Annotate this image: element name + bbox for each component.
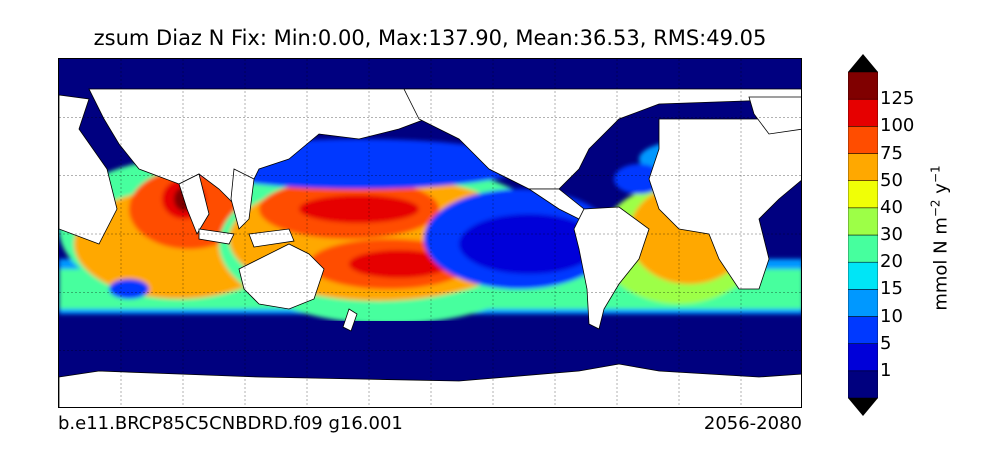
colorbar-tick-20: 20 [880,251,903,273]
colorbar-tick-100: 100 [880,115,915,137]
colorbar-segment-2 [848,316,878,344]
landmass-12 [748,96,801,135]
colorbar-tick-1: 1 [880,359,892,381]
colorbar-tick-15: 15 [880,278,903,300]
colorbar-segment-4 [848,261,878,290]
landmass-11 [648,118,801,290]
colorbar-tick-30: 30 [880,224,903,245]
colorbar-tick-50: 50 [880,169,903,191]
landmass-6 [238,243,325,310]
field-contour-20 [109,279,149,299]
colorbar [848,54,878,416]
colorbar-segment-1 [848,343,878,372]
colorbar-segment-9 [848,126,878,154]
landmass-8 [403,88,801,190]
case-name: b.e11.BRCP85C5CNBDRD.f09 g16.001 [58,413,403,434]
colorbar-segment-0 [848,370,878,399]
field-contour-11 [299,195,419,223]
colorbar-segment-11 [848,71,878,100]
unit-exponent-1: −2 [928,199,943,218]
colorbar-segment-3 [848,289,878,317]
colorbar-tick-10: 10 [880,305,903,327]
colorbar-under-arrow [848,398,878,416]
date-range: 2056-2080 [703,413,802,434]
colorbar-segment-10 [848,98,878,127]
colorbar-over-arrow [848,54,878,72]
field-contour-15 [459,214,599,274]
landmass-0 [59,94,118,245]
unit-exponent-2: −1 [928,165,943,184]
colorbar-segment-7 [848,180,878,209]
landmass-4 [198,228,235,245]
graticule [59,59,801,407]
landmass-10 [573,206,650,330]
colorbar-segment-5 [848,234,878,263]
unit-base: mmol N m [930,217,952,311]
field-contour-12 [349,250,449,278]
landmass-13 [59,363,801,407]
unit-time: y [930,183,952,200]
landmass-3 [230,168,255,230]
landmass-7 [342,308,358,332]
colorbar-tick-40: 40 [880,196,903,218]
colorbar-tick-5: 5 [880,332,892,354]
colorbar-segment-6 [848,207,878,236]
colorbar-unit-label: mmol N m−2 y−1 [929,165,952,310]
map-title: zsum Diaz N Fix: Min:0.00, Max:137.90, M… [93,26,767,50]
landmass-5 [248,228,295,248]
land-masses [59,88,801,407]
colorbar-tick-75: 75 [880,142,903,164]
global-ocean-map [59,59,801,407]
colorbar-tick-125: 125 [880,88,915,110]
colorbar-segment-8 [848,153,878,181]
map-panel [58,58,802,408]
